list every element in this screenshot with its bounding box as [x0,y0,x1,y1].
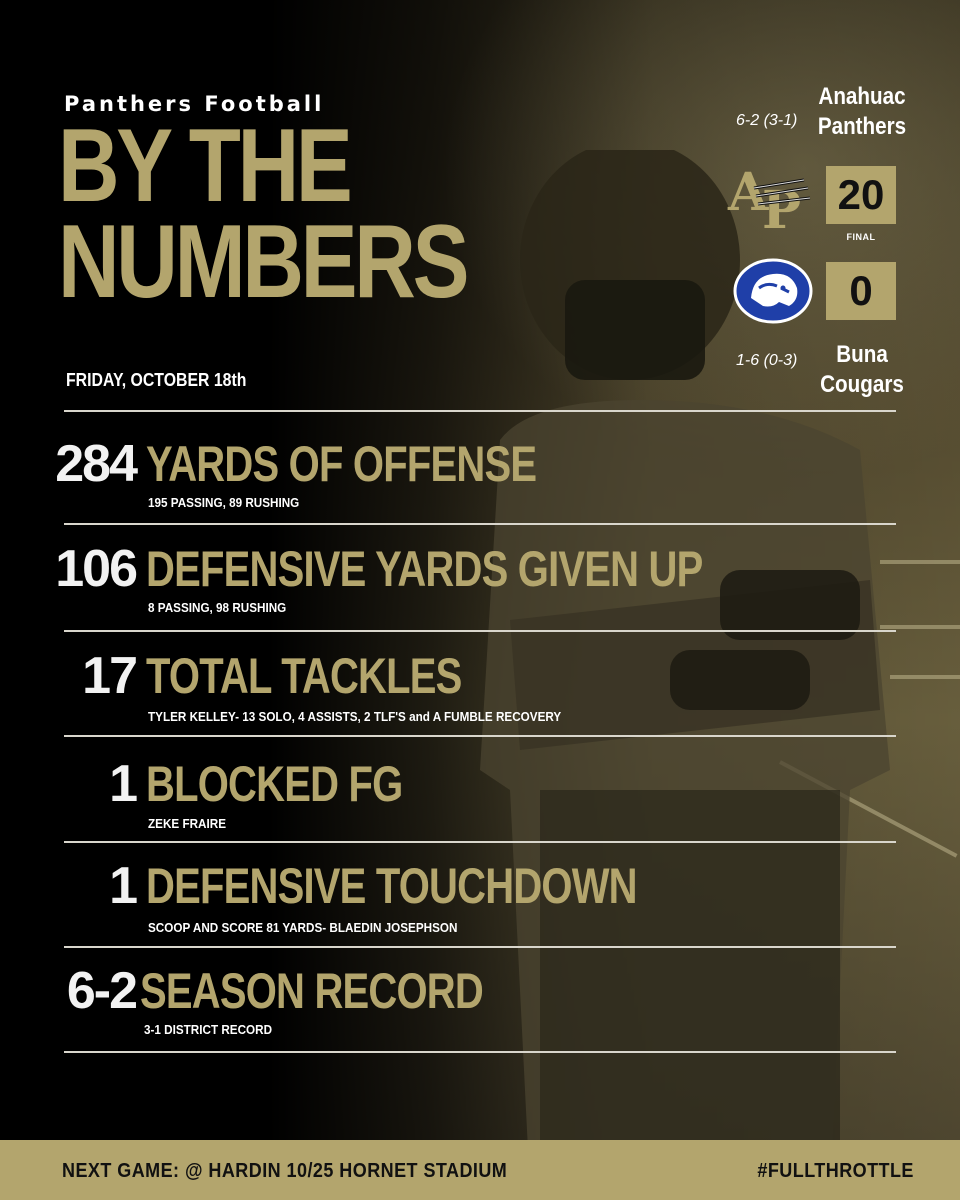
away-team-name-line-1: Buna [836,341,888,368]
field-line [880,625,960,629]
home-score: 20 [826,166,896,224]
stat-number: 284 [55,435,138,493]
stat-detail: ZEKE FRAIRE [148,816,227,831]
home-team-name: Anahuac Panthers [802,82,922,142]
headline: BY THE NUMBERS [58,108,469,320]
home-record: 6-2 (3-1) [736,112,798,129]
divider [64,841,896,843]
stat-detail: SCOOP AND SCORE 81 YARDS- BLAEDIN JOSEPH… [148,920,458,935]
stat-number: 1 [109,857,138,915]
svg-text:A: A [727,162,769,223]
headline-line-1: BY THE [58,108,353,224]
away-record: 1-6 (0-3) [736,352,798,369]
svg-text:P: P [762,180,801,234]
stat-title: DEFENSIVE TOUCHDOWN [146,858,638,914]
away-team-name: Buna Cougars [802,340,922,400]
kicker-title: Panthers Football [64,92,325,116]
field-line [890,675,960,679]
home-team-name-line-1: Anahuac [818,83,906,110]
next-game-text: NEXT GAME: @ HARDIN 10/25 HORNET STADIUM [62,1160,508,1182]
stat-number: 6-2 [66,962,138,1020]
away-score: 0 [826,262,896,320]
away-team-name-line-2: Cougars [820,371,904,398]
stat-detail: 195 PASSING, 89 RUSHING [148,495,300,510]
headline-line-2: NUMBERS [58,204,469,320]
game-date: FRIDAY, OCTOBER 18th [66,370,247,390]
home-team-name-line-2: Panthers [817,113,907,140]
divider [64,523,896,525]
divider [64,735,896,737]
ap-panther-logo-icon: A P [724,158,816,241]
divider [64,946,896,948]
stat-title: YARDS OF OFFENSE [146,436,537,492]
divider [64,1051,896,1053]
stat-title: DEFENSIVE YARDS GIVEN UP [146,541,703,597]
stat-number: 106 [55,540,138,598]
stat-title: BLOCKED FG [146,756,403,812]
stat-title: TOTAL TACKLES [146,648,462,704]
stat-detail: 8 PASSING, 98 RUSHING [148,600,287,615]
player-photo [470,140,910,1190]
field-line [880,560,960,564]
stat-number: 1 [109,755,138,813]
cougar-head-logo-icon [733,258,813,324]
final-label: FINAL [846,232,876,242]
stat-title: SEASON RECORD [140,963,484,1019]
footer-bar [0,1140,960,1200]
hashtag-text: #FULLTHROTTLE [757,1160,914,1182]
divider [64,410,896,412]
stat-detail: TYLER KELLEY- 13 SOLO, 4 ASSISTS, 2 TLF'… [148,709,562,724]
divider [64,630,896,632]
stat-number: 17 [82,647,138,705]
stat-detail: 3-1 DISTRICT RECORD [144,1022,273,1037]
